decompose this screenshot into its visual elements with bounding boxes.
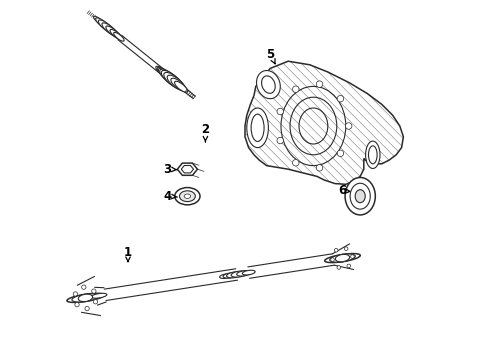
Ellipse shape: [167, 75, 185, 90]
Polygon shape: [177, 163, 197, 175]
Ellipse shape: [157, 67, 170, 78]
Circle shape: [316, 81, 323, 87]
Ellipse shape: [110, 30, 123, 40]
Ellipse shape: [345, 177, 375, 215]
Circle shape: [344, 247, 348, 251]
Circle shape: [331, 258, 334, 261]
Ellipse shape: [247, 108, 269, 148]
Text: 6: 6: [338, 184, 350, 197]
Ellipse shape: [78, 294, 93, 302]
Ellipse shape: [94, 16, 106, 27]
Ellipse shape: [161, 71, 181, 87]
Circle shape: [73, 292, 77, 296]
Ellipse shape: [355, 190, 365, 203]
Circle shape: [293, 159, 299, 166]
Circle shape: [345, 123, 352, 129]
Circle shape: [277, 137, 284, 144]
Circle shape: [277, 108, 284, 115]
Ellipse shape: [156, 66, 167, 75]
Ellipse shape: [262, 76, 275, 93]
Ellipse shape: [98, 20, 115, 33]
Circle shape: [75, 302, 79, 307]
Ellipse shape: [72, 294, 99, 302]
Text: 1: 1: [124, 246, 132, 262]
Ellipse shape: [179, 191, 196, 202]
Ellipse shape: [171, 78, 186, 91]
Circle shape: [337, 150, 343, 157]
Ellipse shape: [237, 271, 252, 276]
Text: 4: 4: [164, 190, 177, 203]
Text: 2: 2: [201, 123, 209, 142]
Ellipse shape: [226, 271, 244, 278]
Ellipse shape: [223, 273, 238, 278]
Ellipse shape: [330, 254, 355, 262]
Ellipse shape: [106, 26, 121, 38]
Circle shape: [351, 255, 354, 258]
Circle shape: [82, 285, 86, 289]
Circle shape: [337, 95, 343, 102]
Ellipse shape: [243, 270, 255, 275]
Ellipse shape: [256, 71, 280, 99]
Ellipse shape: [220, 274, 232, 278]
Ellipse shape: [231, 271, 248, 277]
Circle shape: [316, 165, 323, 171]
Circle shape: [85, 306, 89, 311]
Circle shape: [94, 300, 98, 304]
Ellipse shape: [96, 18, 111, 30]
Ellipse shape: [368, 146, 377, 164]
Circle shape: [347, 264, 351, 268]
Ellipse shape: [114, 32, 124, 41]
Polygon shape: [245, 61, 403, 184]
Circle shape: [293, 86, 299, 93]
Ellipse shape: [366, 141, 380, 168]
Ellipse shape: [175, 188, 200, 205]
Ellipse shape: [158, 68, 174, 81]
Ellipse shape: [174, 81, 187, 92]
Ellipse shape: [164, 72, 183, 89]
Text: 5: 5: [266, 48, 275, 64]
Ellipse shape: [335, 255, 350, 262]
Ellipse shape: [184, 194, 191, 198]
Text: 3: 3: [164, 163, 177, 176]
Circle shape: [334, 248, 338, 252]
Ellipse shape: [325, 253, 360, 262]
Ellipse shape: [160, 69, 177, 84]
Ellipse shape: [102, 23, 118, 36]
Circle shape: [337, 266, 341, 269]
Ellipse shape: [67, 293, 104, 302]
Ellipse shape: [91, 293, 107, 298]
Ellipse shape: [251, 114, 264, 141]
Circle shape: [92, 289, 96, 293]
